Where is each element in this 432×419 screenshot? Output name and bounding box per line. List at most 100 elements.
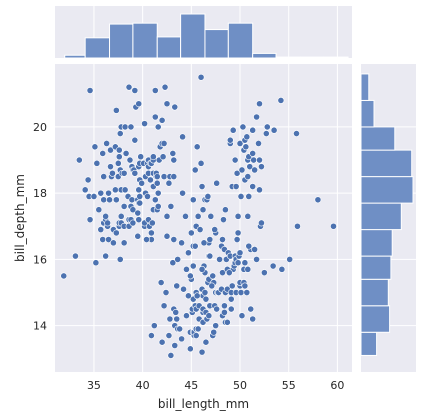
scatter-point: [153, 173, 161, 181]
scatter-point: [197, 73, 205, 81]
scatter-point: [84, 176, 92, 184]
scatter-point: [182, 212, 189, 220]
scatter-point: [193, 143, 201, 151]
x-tick-label: 55: [282, 379, 296, 392]
scatter-point: [216, 255, 223, 263]
scatter-point: [148, 332, 155, 339]
histogram-bar-x: [84, 37, 111, 59]
scatter-point: [194, 212, 202, 220]
scatter-point: [154, 189, 162, 197]
scatter-point: [244, 265, 252, 273]
x-axis-label: bill_length_mm: [158, 397, 249, 411]
scatter-point: [91, 143, 99, 151]
scatter-point: [72, 252, 79, 260]
scatter-point: [92, 259, 100, 267]
scatter-point: [160, 173, 168, 181]
scatter-point: [110, 239, 117, 247]
histogram-bar-x: [156, 36, 182, 59]
scatter-point: [206, 252, 214, 260]
scatter-point: [236, 140, 244, 147]
scatter-point: [213, 305, 221, 313]
scatter-point: [154, 203, 162, 210]
scatter-point: [136, 199, 144, 207]
scatter-point: [131, 169, 139, 177]
scatter-point: [171, 103, 179, 111]
scatter-point: [161, 83, 169, 91]
scatter-point: [143, 236, 150, 243]
scatter-point: [197, 159, 205, 167]
scatter-point: [239, 123, 247, 131]
scatter-point: [246, 163, 254, 171]
scatter-point: [105, 189, 112, 197]
scatter-point: [187, 229, 195, 237]
scatter-point: [163, 232, 171, 240]
scatter-point: [121, 123, 129, 131]
scatter-point: [159, 153, 167, 161]
scatter-point: [247, 305, 255, 313]
scatter-point: [131, 136, 139, 144]
scatter-point: [153, 179, 161, 187]
histogram-bar-x: [109, 23, 134, 59]
histogram-bar-y: [360, 202, 402, 231]
scatter-point: [223, 318, 231, 326]
scatter-point: [200, 239, 208, 247]
x-tick-labels: 35 40 45 50 55 60: [87, 379, 344, 392]
scatter-point: [251, 246, 259, 253]
y-tick-label: 18: [33, 187, 47, 200]
scatter-point: [173, 315, 181, 323]
scatter-point: [179, 133, 186, 141]
scatter-point: [191, 166, 199, 174]
scatter-point: [270, 126, 278, 134]
scatter-point: [229, 126, 237, 134]
histogram-bar-y: [360, 278, 389, 307]
x-tick-label: 40: [136, 379, 150, 392]
scatter-point: [185, 292, 192, 300]
histogram-bar-y: [360, 229, 393, 257]
scatter-point: [245, 242, 253, 250]
scatter-point: [100, 173, 108, 181]
scatter-point: [237, 193, 245, 200]
scatter-point: [256, 186, 263, 194]
scatter-point: [170, 236, 178, 243]
scatter-point: [262, 130, 270, 137]
scatter-point: [147, 176, 154, 184]
scatter-point: [169, 150, 177, 157]
scatter-point: [97, 226, 105, 233]
scatter-point: [227, 305, 235, 313]
scatter-point: [129, 219, 137, 227]
top-marginal-histogram: [64, 13, 349, 59]
scatter-point: [114, 159, 122, 167]
scatter-point: [149, 153, 157, 161]
scatter-point: [120, 203, 128, 210]
histogram-bar-y: [360, 305, 391, 333]
scatter-point: [174, 255, 182, 263]
scatter-point: [112, 196, 120, 204]
scatter-point: [163, 212, 171, 220]
scatter-point: [186, 345, 194, 353]
scatter-point: [90, 193, 98, 200]
scatter-point: [186, 272, 194, 280]
scatter-point: [189, 262, 197, 270]
histogram-bar-x: [132, 22, 158, 59]
scatter-point: [150, 322, 158, 330]
scatter-point: [154, 123, 162, 131]
histogram-bar-y: [360, 73, 370, 101]
scatter-point: [227, 295, 235, 303]
scatter-point: [249, 315, 257, 323]
scatter-point: [105, 236, 112, 243]
histogram-bar-y: [360, 99, 375, 128]
scatter-point: [183, 265, 190, 273]
scatter-point: [134, 209, 142, 217]
scatter-point: [165, 179, 173, 187]
scatter-point: [253, 113, 260, 121]
scatter-point: [102, 252, 110, 260]
scatter-point: [86, 87, 94, 94]
scatter-point: [191, 242, 199, 250]
histogram-bar-y: [360, 331, 378, 356]
scatter-point: [212, 322, 220, 330]
scatter-point: [112, 106, 120, 114]
scatter-point: [109, 169, 116, 177]
scatter-point: [81, 186, 89, 194]
scatter-point: [157, 279, 165, 286]
